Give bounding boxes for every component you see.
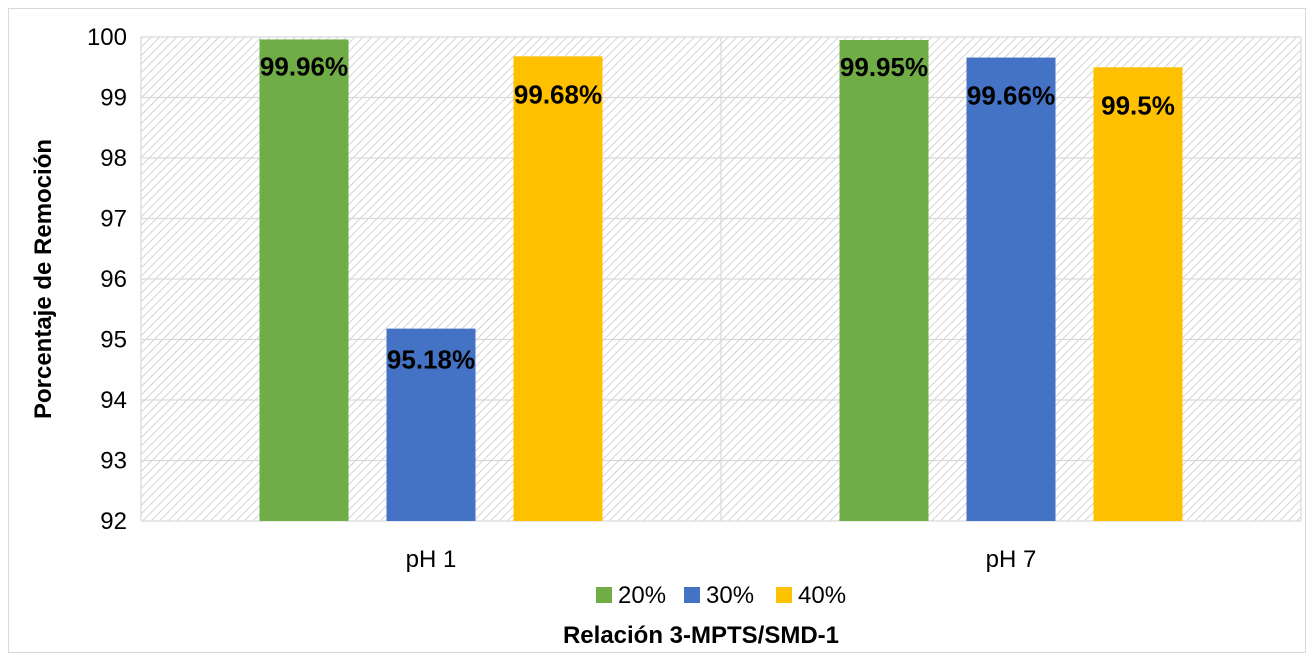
y-tick-label: 99 [100,85,127,112]
y-tick-label: 93 [100,448,127,475]
bars [259,39,1183,522]
y-axis-ticks: 92 93 94 95 96 97 98 99 100 [87,24,127,535]
data-label: 99.68% [514,79,602,109]
data-label: 99.5% [1101,90,1175,120]
y-axis-title: Porcentaje de Remoción [30,139,57,419]
bar [259,39,349,522]
bar [386,328,476,521]
legend-label: 20% [618,582,666,609]
legend: 20% 30% 40% [596,582,846,609]
x-category-label: pH 7 [986,546,1037,573]
bar [839,40,929,522]
y-tick-label: 98 [100,145,127,172]
data-label: 99.95% [840,52,928,82]
data-label: 99.96% [260,51,348,81]
x-axis-title: Relación 3-MPTS/SMD-1 [563,622,839,649]
legend-item: 30% [684,582,754,609]
data-label: 99.66% [967,81,1055,111]
legend-item: 20% [596,582,666,609]
legend-swatch [776,587,792,603]
y-tick-label: 95 [100,327,127,354]
y-tick-label: 96 [100,266,127,293]
y-tick-label: 92 [100,508,127,535]
y-tick-label: 97 [100,206,127,233]
x-category-label: pH 1 [406,546,457,573]
y-tick-label: 100 [87,24,127,51]
legend-swatch [684,587,700,603]
bar [966,57,1056,521]
legend-item: 40% [776,582,846,609]
y-tick-label: 94 [100,387,127,414]
legend-label: 40% [798,582,846,609]
bar [1093,67,1183,521]
data-labels: 99.96% 95.18% 99.68% 99.95% 99.66% 99.5% [260,51,1175,374]
legend-swatch [596,587,612,603]
legend-label: 30% [706,582,754,609]
data-label: 95.18% [387,345,475,375]
bar [513,56,603,522]
x-axis-categories: pH 1 pH 7 [406,546,1037,573]
chart-frame: 92 93 94 95 96 97 98 99 100 99.96% 95.18% 99.68% 99… [8,8,1306,653]
